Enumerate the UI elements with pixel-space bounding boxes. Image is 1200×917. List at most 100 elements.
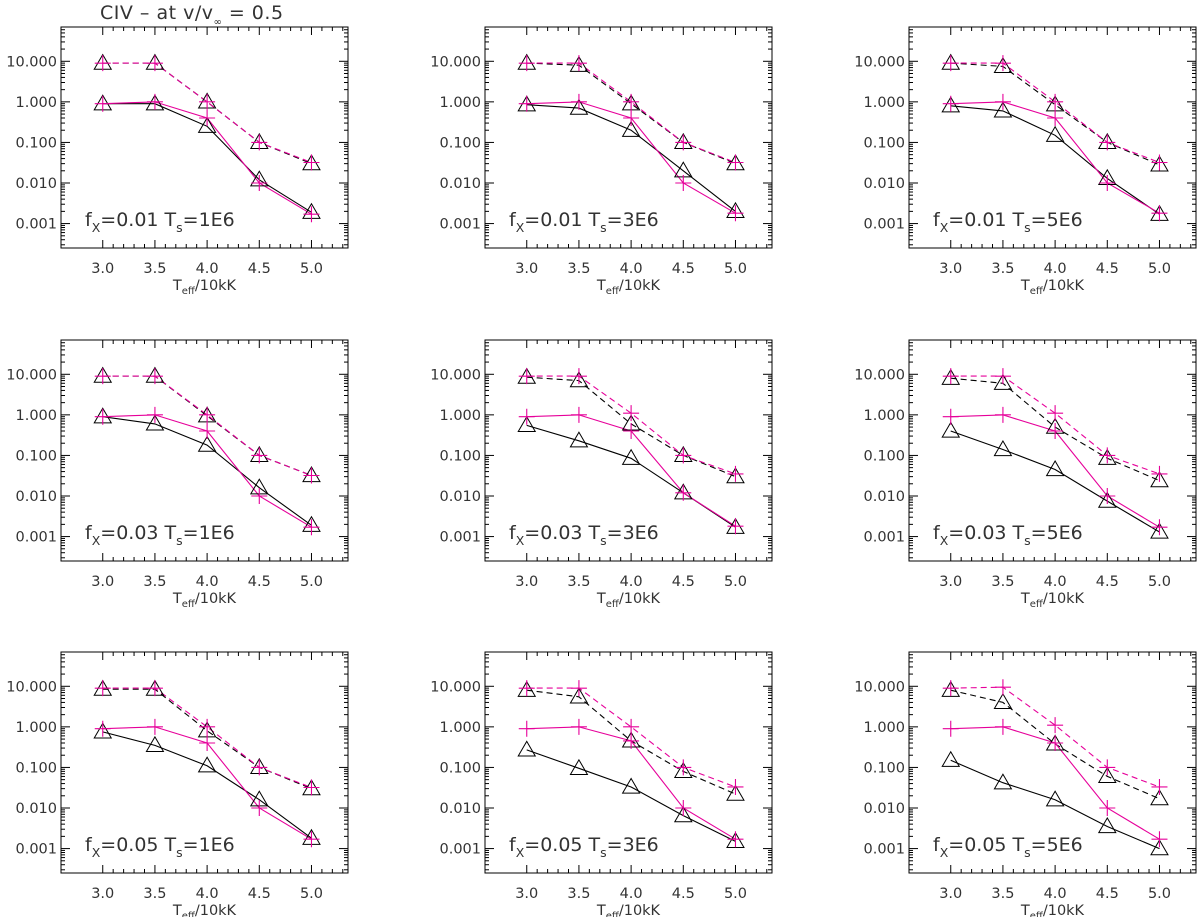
x-axis-label: Teff/10kK [1020, 903, 1085, 917]
figure-title-suffix: = 0.5 [222, 2, 283, 24]
plus-marker [146, 93, 163, 110]
plus-marker [303, 154, 320, 171]
x-tick-label: 4.5 [1096, 574, 1119, 590]
y-tick-label: 0.100 [863, 135, 905, 151]
x-axis-label: Teff/10kK [596, 278, 661, 297]
plus-marker [303, 519, 320, 536]
triangle-marker [993, 373, 1013, 390]
series-line-black-solid [102, 731, 312, 839]
annotation-f-value: =0.01 [100, 209, 164, 231]
triangle-marker [1150, 789, 1169, 806]
plus-marker [675, 175, 692, 192]
x-tick-label: 4.0 [620, 261, 643, 277]
plus-marker [251, 175, 268, 192]
series-line-magenta-dashed [950, 62, 1160, 164]
x-tick-label: 5.0 [724, 886, 747, 902]
plus-marker [94, 720, 111, 737]
x-tick-label: 3.5 [567, 261, 590, 277]
annotation-t-subscript: s [600, 533, 607, 548]
y-tick-label: 0.100 [439, 448, 481, 464]
plus-marker [1099, 759, 1116, 776]
annotation-t: T [1012, 522, 1025, 544]
y-tick-label: 0.100 [863, 760, 905, 776]
x-tick-label: 3.0 [515, 886, 538, 902]
annotation-t-value: =3E6 [607, 522, 659, 544]
y-tick-label: 0.001 [15, 842, 57, 858]
annotation-f: f [85, 209, 93, 231]
triangle-marker [1150, 471, 1169, 488]
plus-marker [1047, 717, 1064, 734]
x-axis-label-main: T [1020, 591, 1030, 607]
annotation-f-subscript: X [516, 220, 525, 235]
plus-marker [146, 680, 163, 697]
plus-marker [94, 680, 111, 697]
annotation-f: f [509, 834, 517, 856]
annotation-t: T [1012, 209, 1025, 231]
annotation-f: f [933, 522, 941, 544]
plus-marker [1099, 447, 1116, 464]
x-tick-label: 3.5 [991, 574, 1014, 590]
plus-marker [994, 55, 1011, 72]
series-line-magenta-dashed [526, 375, 736, 475]
series-line-black-solid [526, 104, 736, 212]
annotation-f-subscript: X [940, 533, 949, 548]
x-tick-label: 4.5 [248, 261, 271, 277]
plus-marker [303, 206, 320, 223]
plot-frame [60, 26, 349, 249]
x-axis-label: Teff/10kK [596, 903, 661, 917]
annotation-f-value: =0.01 [948, 209, 1012, 231]
plus-marker [623, 423, 640, 440]
chart-panel-fx-0.01-ts-3E6: 3.0 3.5 4.0 4.5 5.0 0.001 0.010 0.100 1.000 10.00… [430, 26, 773, 297]
series-line-magenta-dashed [950, 375, 1160, 475]
x-tick-label: 3.0 [515, 574, 538, 590]
x-axis-label-rest: /10kK [1043, 903, 1085, 917]
x-tick-label: 5.0 [1148, 574, 1171, 590]
x-tick-label: 3.0 [939, 886, 962, 902]
figure-title-subscript: ∞ [213, 17, 222, 28]
y-tick-label: 0.001 [15, 530, 57, 546]
x-tick-label: 3.0 [91, 574, 114, 590]
series-line-black-solid [102, 416, 312, 526]
triangle-marker [993, 773, 1013, 790]
plus-marker [1047, 423, 1064, 440]
plus-marker [94, 368, 111, 385]
plus-marker [570, 93, 587, 110]
x-tick-label: 4.0 [1044, 574, 1067, 590]
annotation-t-value: =1E6 [183, 834, 235, 856]
plus-marker [518, 368, 535, 385]
plus-marker [199, 110, 216, 127]
chart-panel-fx-0.03-ts-1E6: 3.0 3.5 4.0 4.5 5.0 0.001 0.010 0.100 1.000 10.00… [6, 339, 349, 610]
x-tick-label: 4.0 [620, 886, 643, 902]
y-tick-label: 0.100 [863, 448, 905, 464]
triangle-marker [993, 440, 1013, 457]
annotation-f: f [933, 209, 941, 231]
plus-marker [623, 732, 640, 749]
x-axis-label-rest: /10kK [1043, 278, 1085, 294]
annotation-f-value: =0.03 [524, 522, 588, 544]
triangle-marker [726, 784, 745, 801]
x-tick-label: 4.0 [196, 574, 219, 590]
x-tick-label: 4.0 [620, 574, 643, 590]
y-tick-label: 1.000 [863, 95, 905, 111]
annotation-t-subscript: s [600, 845, 607, 860]
plus-marker [1151, 778, 1168, 795]
y-tick-label: 1.000 [863, 720, 905, 736]
x-tick-label: 5.0 [1148, 886, 1171, 902]
figure-title: CIV – at v/v∞ = 0.5 [100, 2, 284, 28]
plus-marker [251, 800, 268, 817]
series-line-magenta-dashed [102, 62, 312, 164]
series-line-black-dashed [950, 62, 1160, 166]
x-axis-label-rest: /10kK [619, 903, 661, 917]
plus-marker [570, 718, 587, 735]
x-tick-label: 3.5 [567, 574, 590, 590]
plus-marker [1151, 831, 1168, 848]
triangle-marker [569, 55, 589, 72]
plus-marker [518, 720, 535, 737]
x-tick-label: 4.5 [672, 574, 695, 590]
panel-annotation: fX=0.01 Ts=5E6 [933, 209, 1083, 235]
y-tick-label: 1.000 [15, 95, 57, 111]
x-tick-label: 3.0 [91, 886, 114, 902]
annotation-f-value: =0.05 [100, 834, 164, 856]
y-tick-label: 1.000 [15, 408, 57, 424]
